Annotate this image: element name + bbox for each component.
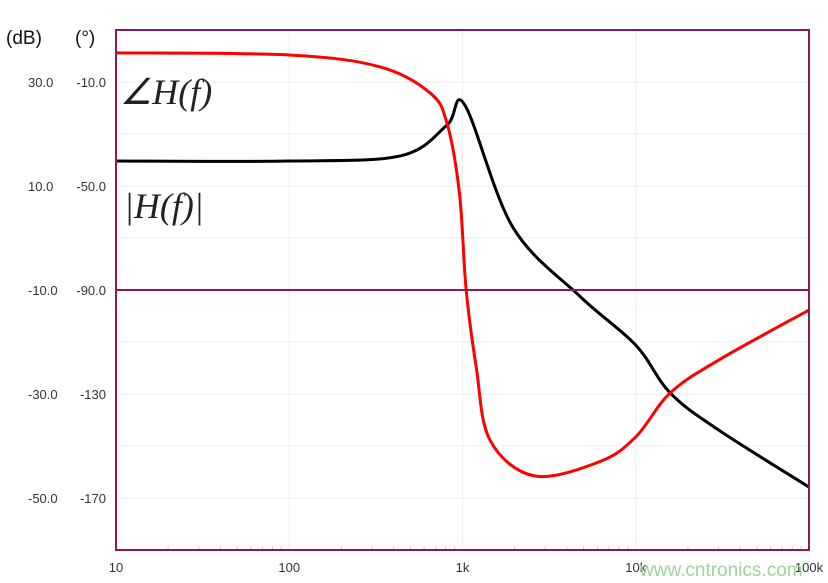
axis-ticks: 10 100 1k 10k 100k 30.0 10.0 -10.0 -30.0 -50.0 -10… [28,75,824,575]
db-tick-label: 30.0 [28,75,53,90]
x-tick-label: 10k [625,560,646,575]
deg-tick-label: -90.0 [76,283,106,298]
x-tick-label: 100 [278,560,300,575]
plot-frame [115,29,810,551]
x-tick-label: 10 [109,560,123,575]
db-tick-label: -30.0 [28,387,58,402]
deg-tick-label: -130 [80,387,106,402]
watermark: www.cntronics.com [639,560,803,581]
db-tick-label: 10.0 [28,179,53,194]
phase-label: ∠H(f) [120,72,212,112]
x-tick-label: 100k [795,560,824,575]
x-tick-label: 1k [456,560,470,575]
db-unit-label: (dB) [6,28,42,49]
deg-tick-label: -10.0 [76,75,106,90]
magnitude-line [115,98,810,489]
deg-unit-label: (°) [75,28,95,49]
db-tick-label: -10.0 [28,283,58,298]
series-group [115,51,810,489]
db-tick-label: -50.0 [28,491,58,506]
deg-tick-label: -170 [80,491,106,506]
magnitude-label: |H(f)| [124,186,204,226]
deg-tick-label: -50.0 [76,179,106,194]
phase-line [115,51,810,479]
